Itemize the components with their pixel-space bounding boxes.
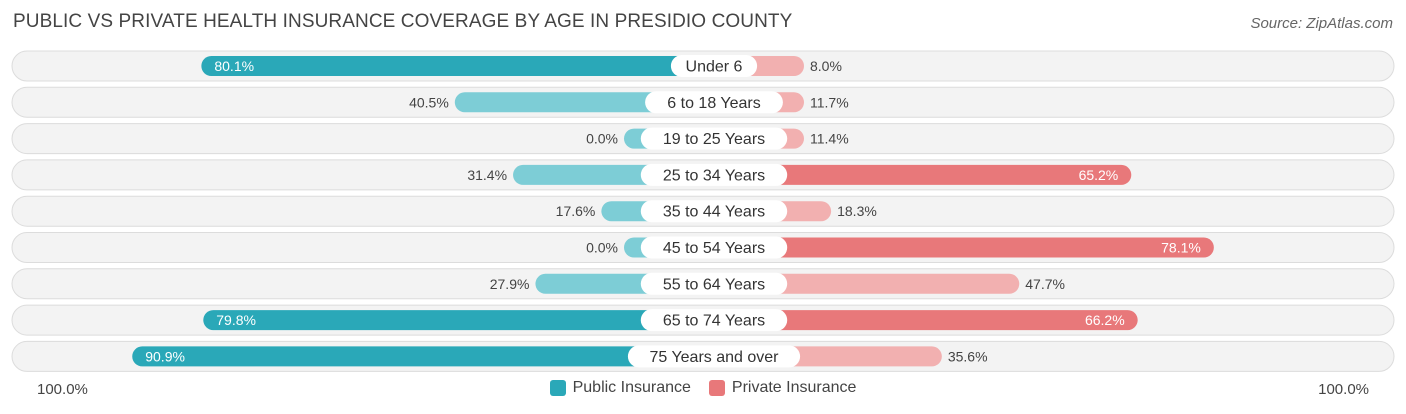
value-label-private: 8.0%: [810, 58, 842, 74]
value-label-private: 65.2%: [1079, 167, 1119, 183]
bar-private: [714, 237, 1214, 258]
category-label: 45 to 54 Years: [663, 240, 765, 257]
chart-source: Source: ZipAtlas.com: [1250, 15, 1393, 32]
legend: Public Insurance Private Insurance: [0, 379, 1406, 397]
legend-item-public: Public Insurance: [549, 379, 691, 397]
value-label-public: 27.9%: [490, 276, 530, 292]
category-label: 6 to 18 Years: [667, 95, 760, 112]
value-label-public: 31.4%: [467, 167, 507, 183]
category-pill: [645, 91, 783, 114]
legend-label-public: Public Insurance: [572, 379, 691, 396]
value-label-private: 47.7%: [1025, 276, 1065, 292]
value-label-private: 35.6%: [948, 348, 988, 364]
category-label: 35 to 44 Years: [663, 204, 765, 221]
category-label: 55 to 64 Years: [663, 276, 765, 293]
category-label: Under 6: [686, 59, 743, 76]
value-label-public: 80.1%: [214, 58, 254, 74]
chart-area: 80.1% 8.0% Under 6 40.5% 11.7% 6 to 18 Years 0…: [11, 50, 1395, 372]
value-label-private: 11.4%: [810, 131, 849, 147]
value-label-public: 79.8%: [216, 312, 256, 328]
category-pill: [640, 200, 788, 223]
chart-title: PUBLIC VS PRIVATE HEALTH INSURANCE COVER…: [13, 11, 793, 32]
bar-private: [714, 273, 1020, 294]
axis-right-label: 100.0%: [1318, 381, 1369, 398]
category-pill: [640, 309, 788, 332]
value-label-private: 66.2%: [1085, 312, 1125, 328]
legend-swatch-public: [549, 380, 566, 396]
bar-public: [203, 310, 714, 331]
category-label: 65 to 74 Years: [663, 313, 765, 330]
category-label: 19 to 25 Years: [663, 131, 765, 148]
bar-private: [714, 310, 1138, 331]
value-label-public: 40.5%: [409, 94, 449, 110]
category-pill: [670, 55, 758, 77]
value-label-public: 90.9%: [145, 348, 185, 364]
axis-left-label: 100.0%: [37, 381, 88, 398]
value-label-public: 0.0%: [586, 131, 618, 147]
value-label-private: 18.3%: [837, 203, 877, 219]
value-label-private: 11.7%: [810, 94, 849, 110]
category-pill: [640, 236, 788, 259]
bar-public: [201, 56, 715, 76]
value-label-public: 17.6%: [556, 203, 596, 219]
value-label-private: 78.1%: [1161, 240, 1201, 256]
category-pill: [640, 127, 788, 150]
category-label: 25 to 34 Years: [663, 167, 765, 184]
legend-label-private: Private Insurance: [731, 379, 857, 396]
legend-item-private: Private Insurance: [708, 379, 857, 397]
bar-private: [714, 164, 1132, 185]
bar-public: [132, 346, 715, 367]
value-label-public: 0.0%: [586, 240, 618, 256]
legend-swatch-private: [708, 380, 725, 396]
category-pill: [627, 345, 801, 368]
category-pill: [640, 272, 788, 295]
category-label: 75 Years and over: [650, 349, 780, 366]
category-pill: [640, 163, 788, 186]
